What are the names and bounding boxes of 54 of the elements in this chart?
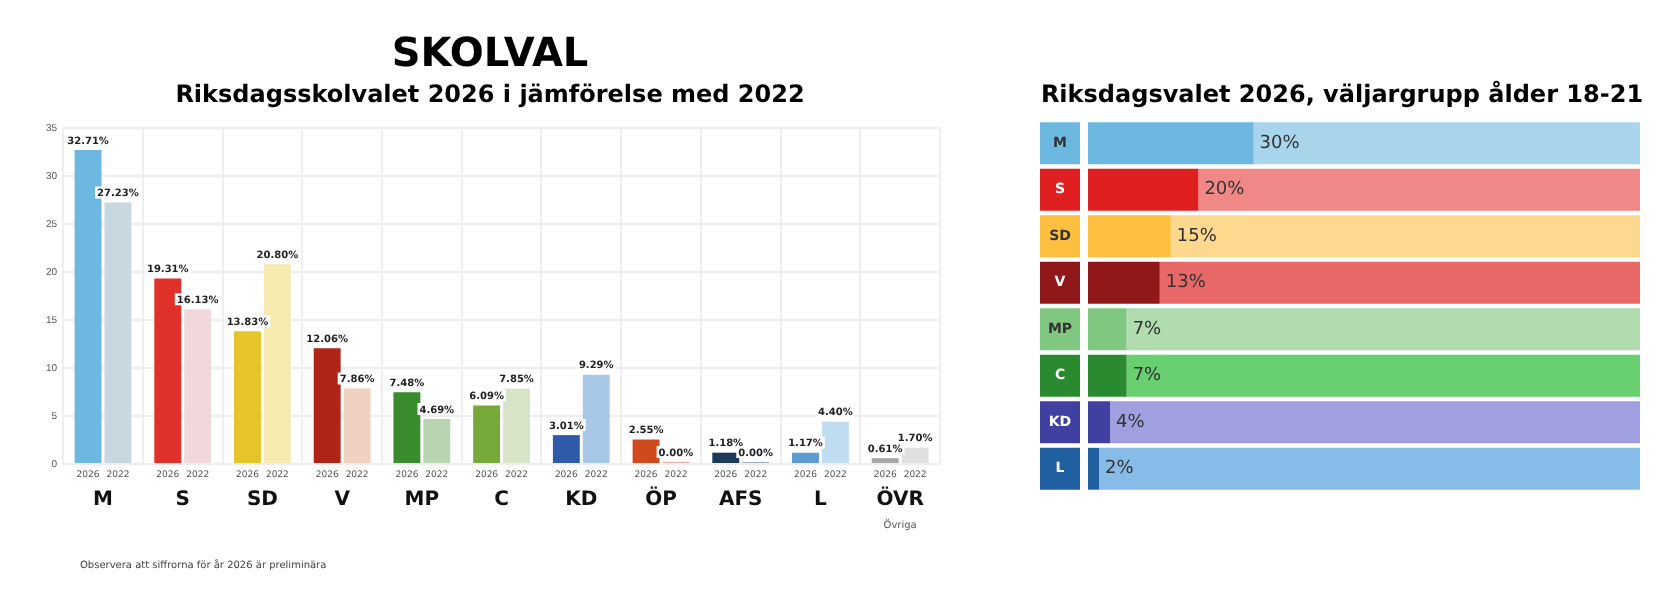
bar [393, 392, 421, 463]
bar [632, 439, 660, 463]
bar [1088, 308, 1127, 351]
bar [1253, 122, 1640, 165]
bar [1088, 401, 1111, 444]
bar [473, 405, 501, 463]
bar [792, 452, 819, 463]
bar [1088, 168, 1199, 211]
x-tick-label: S [175, 489, 190, 512]
bar [234, 331, 261, 463]
bar [1088, 447, 1100, 490]
bar [503, 388, 530, 463]
data-label: 4% [1116, 412, 1146, 433]
bar [1159, 261, 1640, 304]
data-label: 2% [1105, 459, 1135, 480]
data-label: 30% [1259, 133, 1301, 154]
x-tick-label: L [814, 489, 829, 512]
x-tick-label: MP [404, 489, 440, 512]
bar [1088, 261, 1160, 304]
bar [1170, 215, 1640, 258]
x-tick-label: AFS [718, 489, 763, 512]
data-label: 7% [1132, 319, 1163, 340]
data-label: 20% [1204, 180, 1246, 201]
bar [1110, 401, 1640, 444]
bar [423, 418, 451, 463]
bar [104, 202, 132, 463]
x-tick-label: SD [246, 489, 278, 512]
bar [582, 374, 610, 463]
x-tick-label: ÖVR [876, 485, 925, 512]
bar [184, 309, 212, 463]
x-tick-label: ÖP [645, 485, 677, 512]
bar [552, 435, 580, 463]
bar [154, 278, 182, 463]
x-tick-label: KD [565, 489, 598, 512]
chart-subtitle: Riksdagsskolvalet 2026 i jämförelse med 2022 [173, 80, 807, 112]
bar [313, 348, 341, 463]
bar [1088, 354, 1127, 397]
chart-title: SKOLVAL [389, 28, 591, 80]
x-tick-label: V [334, 489, 351, 512]
x-tick-label: C [494, 489, 509, 512]
bar [1099, 447, 1640, 490]
x-tick-label: M [93, 489, 114, 512]
bar [1198, 168, 1640, 211]
data-label: 15% [1176, 226, 1218, 247]
chart-subtitle: Riksdagsvalet 2026, väljargrupp ålder 18-21 [1038, 80, 1646, 112]
bar [1126, 354, 1640, 397]
data-label: 7% [1132, 366, 1163, 387]
bar [1088, 215, 1171, 258]
data-label: 13% [1165, 273, 1207, 294]
bar [343, 388, 371, 463]
bar [1088, 122, 1254, 165]
bar [821, 421, 849, 463]
bar [1126, 308, 1640, 351]
bar [901, 447, 929, 463]
